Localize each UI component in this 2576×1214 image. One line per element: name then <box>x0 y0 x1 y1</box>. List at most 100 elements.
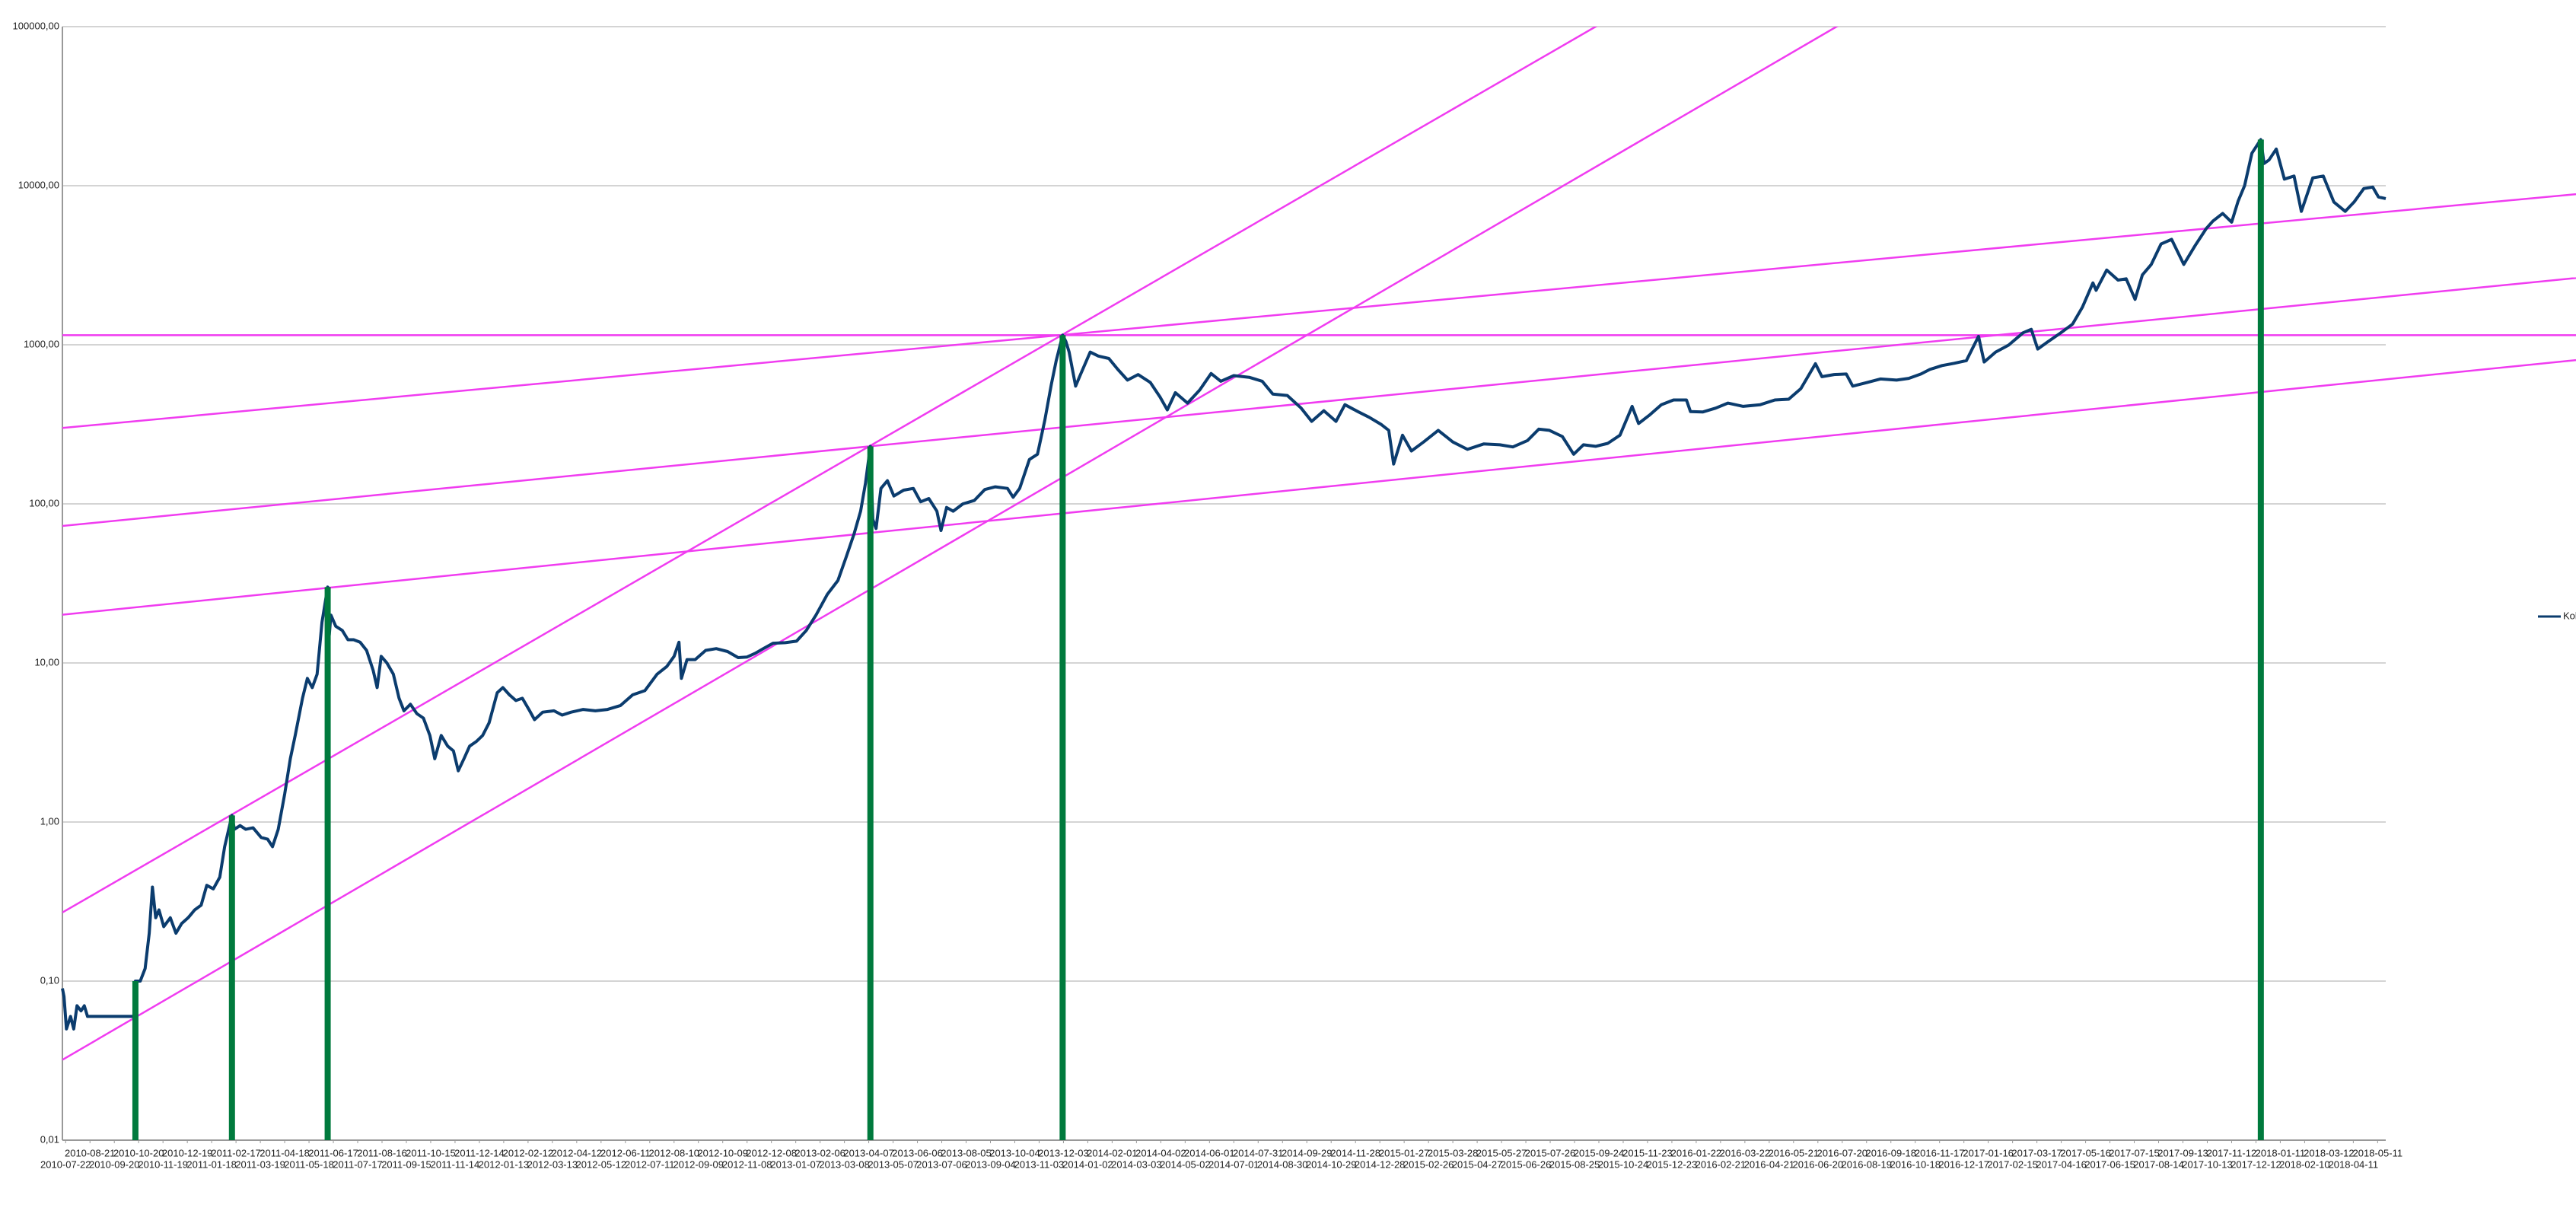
peak-bar <box>324 587 331 1140</box>
x-tick-label: 2018-03-12 <box>2304 1147 2355 1158</box>
x-tick-label: 2016-12-17 <box>1938 1158 1989 1170</box>
x-tick-label: 2015-09-24 <box>1574 1147 1625 1158</box>
x-tick-label: 2015-06-26 <box>1501 1158 1552 1170</box>
x-tick-label: 2012-01-13 <box>479 1158 530 1170</box>
x-tick-label: 2012-04-12 <box>552 1147 603 1158</box>
x-tick-label: 2017-04-16 <box>2036 1158 2087 1170</box>
x-tick-label: 2011-02-17 <box>211 1147 261 1158</box>
x-tick-label: 2016-06-20 <box>1793 1158 1844 1170</box>
x-tick-label: 2012-03-13 <box>527 1158 578 1170</box>
x-tick-label: 2012-12-08 <box>746 1147 797 1158</box>
x-tick-label: 2011-12-14 <box>454 1147 505 1158</box>
trend-line <box>62 27 1839 1061</box>
x-tick-label: 2014-07-01 <box>1208 1158 1259 1170</box>
x-tick-label: 2016-04-21 <box>1744 1158 1795 1170</box>
x-tick-label: 2013-12-03 <box>1038 1147 1089 1158</box>
x-tick-label: 2014-07-31 <box>1233 1147 1284 1158</box>
x-tick-label: 2011-09-15 <box>381 1158 431 1170</box>
x-tick-label: 2011-01-18 <box>186 1158 237 1170</box>
trend-line <box>62 27 1598 913</box>
x-tick-label: 2017-12-12 <box>2231 1158 2281 1170</box>
x-tick-label: 2015-05-27 <box>1476 1147 1527 1158</box>
x-tick-label: 2013-06-06 <box>892 1147 943 1158</box>
x-tick-label: 2013-05-07 <box>868 1158 919 1170</box>
x-tick-label: 2015-01-27 <box>1379 1147 1430 1158</box>
x-tick-label: 2016-11-17 <box>1915 1147 1965 1158</box>
x-tick-label: 2010-07-22 <box>40 1158 91 1170</box>
x-tick-label: 2016-05-21 <box>1769 1147 1820 1158</box>
x-tick-label: 2014-05-02 <box>1160 1158 1211 1170</box>
x-tick-label: 2014-02-01 <box>1087 1147 1138 1158</box>
trend-line <box>62 277 2576 527</box>
trend-line <box>62 358 2576 616</box>
grid <box>62 26 2386 1143</box>
x-tick-label: 2017-09-13 <box>2157 1147 2208 1158</box>
x-tick-label: 2017-07-15 <box>2109 1147 2160 1158</box>
x-tick-label: 2013-01-07 <box>770 1158 821 1170</box>
x-tick-label: 2013-11-03 <box>1014 1158 1065 1170</box>
x-tick-label: 2011-06-17 <box>308 1147 358 1158</box>
x-tick-label: 2016-08-19 <box>1842 1158 1893 1170</box>
x-tick-label: 2014-06-01 <box>1184 1147 1235 1158</box>
y-tick-label: 10,00 <box>34 656 59 668</box>
x-tick-label: 2017-05-16 <box>2060 1147 2111 1158</box>
x-tick-label: 2013-04-07 <box>843 1147 894 1158</box>
x-tick-label: 2012-05-12 <box>576 1158 627 1170</box>
x-tick-label: 2014-03-03 <box>1111 1158 1162 1170</box>
x-tick-label: 2012-11-08 <box>722 1158 772 1170</box>
y-tick-label: 1,00 <box>40 815 59 827</box>
x-tick-label: 2014-10-29 <box>1306 1158 1357 1170</box>
peak-bar <box>132 981 139 1140</box>
x-tick-label: 2014-12-28 <box>1355 1158 1406 1170</box>
x-tick-label: 2014-09-29 <box>1282 1147 1333 1158</box>
x-tick-label: 2017-11-12 <box>2207 1147 2257 1158</box>
x-tick-label: 2015-10-24 <box>1598 1158 1649 1170</box>
x-tick-label: 2017-01-16 <box>1963 1147 2014 1158</box>
x-tick-label: 2011-11-14 <box>431 1158 480 1170</box>
x-tick-label: 2014-08-30 <box>1257 1158 1308 1170</box>
x-tick-label: 2011-03-19 <box>235 1158 285 1170</box>
legend-label: Kol <box>2563 610 2576 621</box>
y-tick-label: 0,10 <box>40 974 59 986</box>
x-tick-label: 2013-03-08 <box>819 1158 870 1170</box>
x-tick-label: 2010-09-20 <box>89 1158 140 1170</box>
trend-lines <box>62 27 2576 1061</box>
y-tick-label: 0,01 <box>40 1133 59 1145</box>
x-tick-label: 2012-10-09 <box>697 1147 748 1158</box>
x-tick-label: 2015-02-26 <box>1403 1158 1454 1170</box>
peak-bar <box>228 815 235 1140</box>
x-tick-label: 2012-02-12 <box>503 1147 554 1158</box>
x-tick-label: 2017-06-15 <box>2084 1158 2135 1170</box>
peak-bar <box>1059 335 1066 1140</box>
x-tick-label: 2016-01-22 <box>1671 1147 1722 1158</box>
x-tick-label: 2011-05-18 <box>284 1158 334 1170</box>
x-tick-label: 2017-08-14 <box>2133 1158 2184 1170</box>
x-tick-label: 2010-11-19 <box>138 1158 188 1170</box>
plot <box>61 138 2387 1140</box>
x-tick-label: 2018-02-10 <box>2279 1158 2330 1170</box>
x-tick-label: 2010-12-19 <box>162 1147 213 1158</box>
x-tick-label: 2018-01-11 <box>2256 1147 2306 1158</box>
x-tick-label: 2016-10-18 <box>1890 1158 1941 1170</box>
x-tick-label: 2013-10-04 <box>989 1147 1040 1158</box>
trend-line <box>62 193 2576 429</box>
peak-bar <box>2257 139 2264 1140</box>
x-tick-label: 2013-02-06 <box>794 1147 845 1158</box>
x-tick-label: 2012-07-11 <box>625 1158 675 1170</box>
x-tick-label: 2013-08-05 <box>941 1147 992 1158</box>
x-tick-label: 2018-04-11 <box>2329 1158 2379 1170</box>
peak-bar <box>867 446 874 1140</box>
x-tick-label: 2014-04-02 <box>1135 1147 1186 1158</box>
x-tick-label: 2011-04-18 <box>260 1147 310 1158</box>
x-tick-label: 2010-08-21 <box>65 1147 116 1158</box>
labels: 0,01 0,10 1,00 10,00 100,00 1000,00 10000,00 10… <box>13 20 2576 1170</box>
y-tick-label: 100000,00 <box>13 20 59 31</box>
x-tick-label: 2012-06-11 <box>600 1147 651 1158</box>
x-tick-label: 2013-07-06 <box>916 1158 967 1170</box>
x-tick-label: 2013-09-04 <box>965 1158 1016 1170</box>
x-tick-label: 2016-03-22 <box>1720 1147 1771 1158</box>
x-tick-label: 2018-05-11 <box>2353 1147 2403 1158</box>
x-tick-label: 2015-03-28 <box>1428 1147 1479 1158</box>
